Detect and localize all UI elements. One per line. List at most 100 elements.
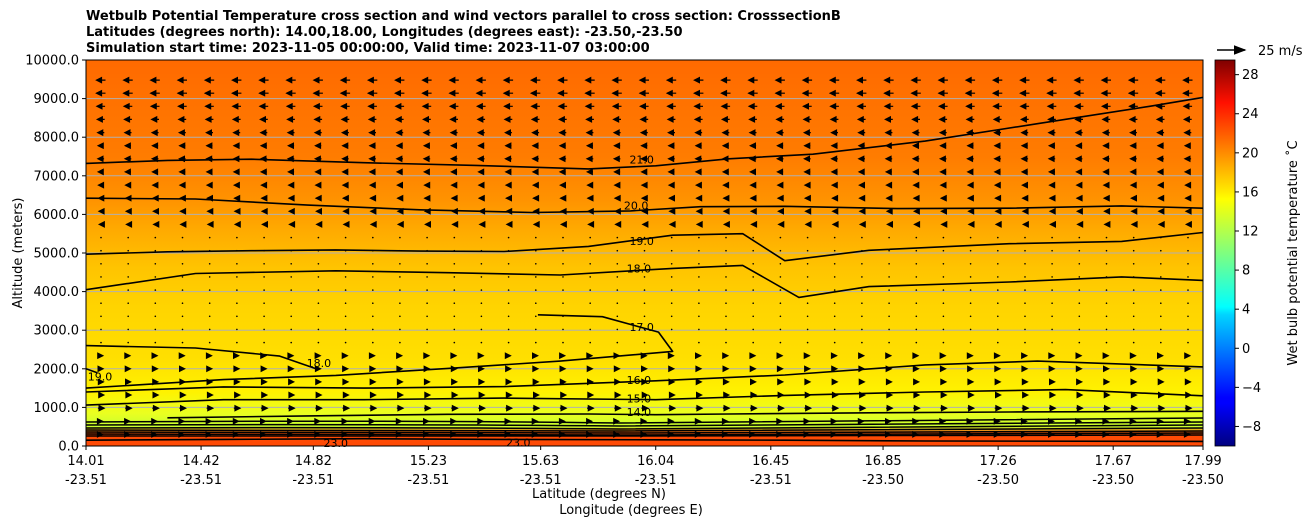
wind-vector — [776, 194, 784, 202]
wind-vector — [1130, 391, 1138, 399]
wind-vector — [1132, 263, 1135, 265]
wind-vector — [910, 76, 921, 84]
wind-vector — [263, 328, 265, 331]
wind-vector — [236, 341, 238, 344]
wind-vector — [535, 315, 537, 318]
wind-vector — [668, 194, 675, 202]
wind-vector — [640, 168, 648, 176]
wind-vector — [475, 76, 486, 84]
wind-vector — [1046, 76, 1057, 84]
wind-vector — [910, 89, 921, 97]
wind-vector — [803, 181, 811, 189]
wind-vector — [395, 155, 403, 163]
wind-vector — [1160, 289, 1162, 291]
wind-vector — [1187, 289, 1189, 291]
wind-vector — [422, 142, 430, 150]
wind-vector — [693, 115, 703, 123]
wind-vector — [1051, 302, 1053, 305]
wind-vector — [453, 276, 456, 278]
wind-vector — [477, 168, 485, 176]
wind-vector — [670, 315, 673, 318]
wind-vector — [802, 115, 812, 123]
wind-vector — [969, 315, 972, 318]
wind-vector — [532, 352, 539, 360]
wind-vector — [559, 365, 567, 373]
x-tick-lat: 16.85 — [864, 454, 901, 469]
wind-vector — [966, 142, 974, 150]
wind-vector — [942, 263, 945, 265]
wind-vector — [1076, 391, 1084, 399]
wind-vector — [314, 352, 322, 360]
wind-vector — [1078, 249, 1081, 252]
wind-vector — [342, 207, 350, 215]
wind-vector — [1184, 194, 1192, 202]
wind-vector — [531, 129, 540, 137]
wind-vector — [937, 102, 948, 110]
wind-vector — [888, 289, 890, 291]
wind-vector — [232, 142, 240, 150]
wind-vector — [1102, 168, 1110, 176]
wind-vector — [774, 102, 785, 110]
x-tick-lon: -23.51 — [635, 473, 677, 488]
wind-vector — [504, 155, 512, 163]
wind-vector — [258, 102, 269, 110]
wind-vector — [584, 102, 595, 110]
contour-line — [85, 314, 674, 389]
wind-vector — [236, 328, 238, 331]
wind-vector — [504, 129, 512, 137]
wind-vector — [888, 302, 890, 305]
wind-vector — [883, 102, 894, 110]
wind-vector — [1076, 378, 1084, 386]
wind-vector — [940, 220, 948, 228]
wind-vector — [426, 263, 428, 265]
wind-vector — [777, 378, 785, 386]
wind-vector — [885, 378, 893, 386]
wind-vector — [123, 115, 132, 123]
wind-vector — [287, 207, 295, 215]
wind-vector — [532, 378, 540, 386]
wind-vector — [643, 289, 646, 291]
colorbar-tick-label: 24 — [1242, 107, 1259, 122]
wind-vector — [259, 168, 267, 176]
wind-vector — [915, 289, 918, 291]
wind-vector — [888, 249, 890, 252]
wind-vector — [394, 115, 404, 123]
wind-vector — [559, 220, 567, 228]
wind-vector — [1160, 315, 1162, 318]
wind-vector — [535, 328, 537, 331]
wind-vector — [424, 220, 431, 228]
wind-vector — [721, 129, 730, 137]
wind-vector — [531, 142, 539, 150]
wind-vector — [725, 263, 727, 265]
wind-vector — [533, 391, 540, 399]
wind-vector — [178, 168, 186, 176]
wind-vector — [725, 328, 727, 331]
x-tick-lon: -23.50 — [1182, 473, 1224, 488]
x-axis: 14.01 -23.51 14.42 -23.51 14.82 -23.51 15.23 -2… — [65, 446, 1224, 488]
wind-vector — [670, 302, 673, 305]
wind-vector — [589, 302, 591, 305]
contour-line — [85, 231, 1204, 262]
colorbar-label: Wet bulb potential temperature ˚C — [1285, 140, 1301, 365]
wind-vector — [1187, 328, 1189, 331]
wind-vector — [911, 115, 920, 123]
wind-vector — [286, 129, 295, 137]
wind-vector — [263, 315, 265, 318]
wind-vector — [181, 315, 184, 318]
wind-vector — [504, 181, 512, 189]
bl-contour-5 — [85, 430, 1204, 434]
wind-vector — [477, 142, 485, 150]
wind-vector — [1019, 89, 1030, 97]
wind-vector — [969, 236, 972, 239]
wind-vector — [915, 341, 918, 344]
wind-vector — [317, 263, 320, 265]
wind-vector — [833, 328, 836, 331]
wind-vector — [589, 236, 591, 239]
wind-vector — [670, 236, 673, 239]
wind-vector — [1024, 315, 1026, 318]
wind-vector — [1021, 207, 1029, 215]
wind-vector — [559, 181, 566, 189]
wind-vector — [616, 263, 619, 265]
wind-vector — [967, 207, 975, 215]
wind-vector — [205, 142, 213, 150]
